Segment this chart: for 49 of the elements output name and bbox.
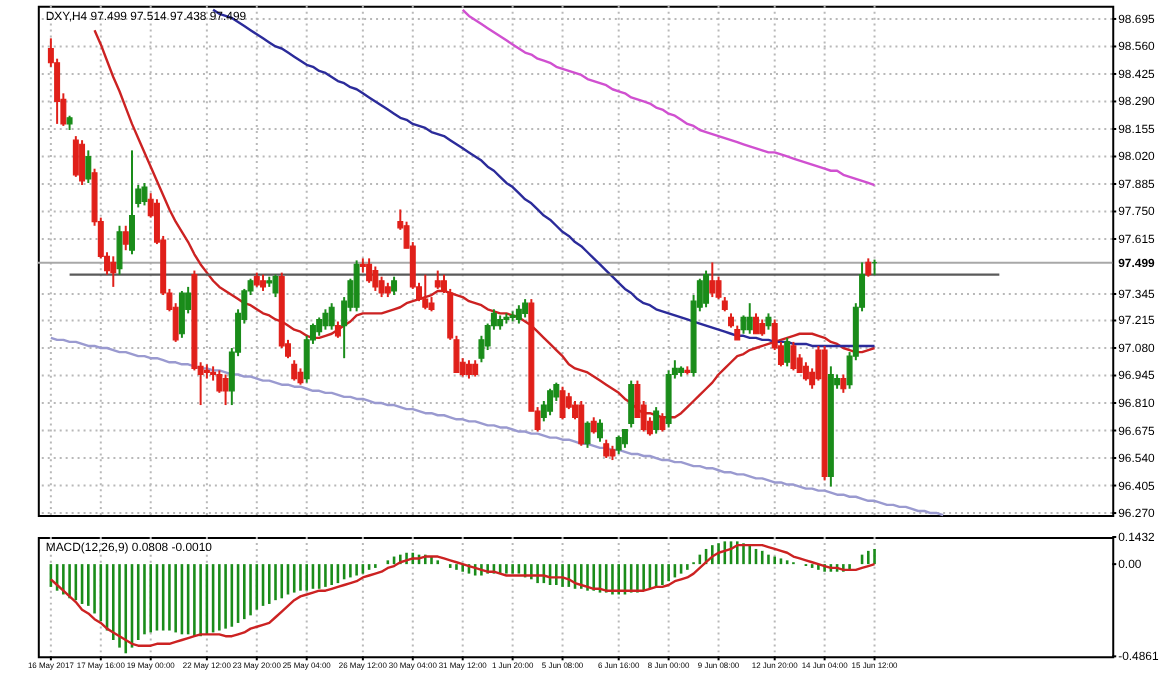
candlestick <box>178 289 185 339</box>
candlestick <box>422 273 429 311</box>
candlestick <box>865 257 872 278</box>
candlestick <box>72 135 79 178</box>
candlestick <box>391 275 398 297</box>
candlestick <box>709 261 716 299</box>
candlestick <box>746 302 753 335</box>
candlestick <box>353 259 360 313</box>
candlestick <box>653 406 660 435</box>
candlestick <box>366 257 373 284</box>
candlestick <box>79 139 86 187</box>
candlestick <box>322 308 329 331</box>
candlestick <box>802 361 809 382</box>
candlestick <box>753 312 759 335</box>
candlestick <box>603 438 610 460</box>
candlestick <box>316 316 323 337</box>
line-series <box>49 336 945 517</box>
candlestick <box>703 269 710 309</box>
candlestick <box>110 255 117 288</box>
candlestick <box>85 149 92 184</box>
candlestick <box>584 420 591 449</box>
line-series <box>49 543 876 647</box>
candlestick <box>272 273 279 299</box>
candlestick <box>222 373 229 407</box>
candlestick <box>328 302 335 331</box>
candlestick <box>784 336 791 368</box>
candlestick <box>559 385 566 421</box>
candlestick <box>372 265 379 292</box>
candlestick <box>790 340 797 372</box>
candlestick <box>434 269 441 290</box>
line-series <box>461 8 876 187</box>
candlestick <box>129 149 135 256</box>
candlestick <box>659 412 666 433</box>
candlestick <box>522 298 529 319</box>
candlestick <box>515 304 522 325</box>
candlestick <box>840 373 847 394</box>
candlestick <box>141 181 148 207</box>
candlestick <box>628 379 635 429</box>
candlestick <box>740 314 747 335</box>
candlestick <box>621 428 628 449</box>
candlestick <box>378 275 385 299</box>
candlestick <box>547 387 554 417</box>
candlestick <box>615 434 622 455</box>
candlestick <box>116 224 123 276</box>
candlestick <box>465 359 472 380</box>
candlestick <box>597 418 603 443</box>
candlestick <box>291 359 298 382</box>
candlestick <box>578 399 585 447</box>
candlestick <box>122 224 129 252</box>
